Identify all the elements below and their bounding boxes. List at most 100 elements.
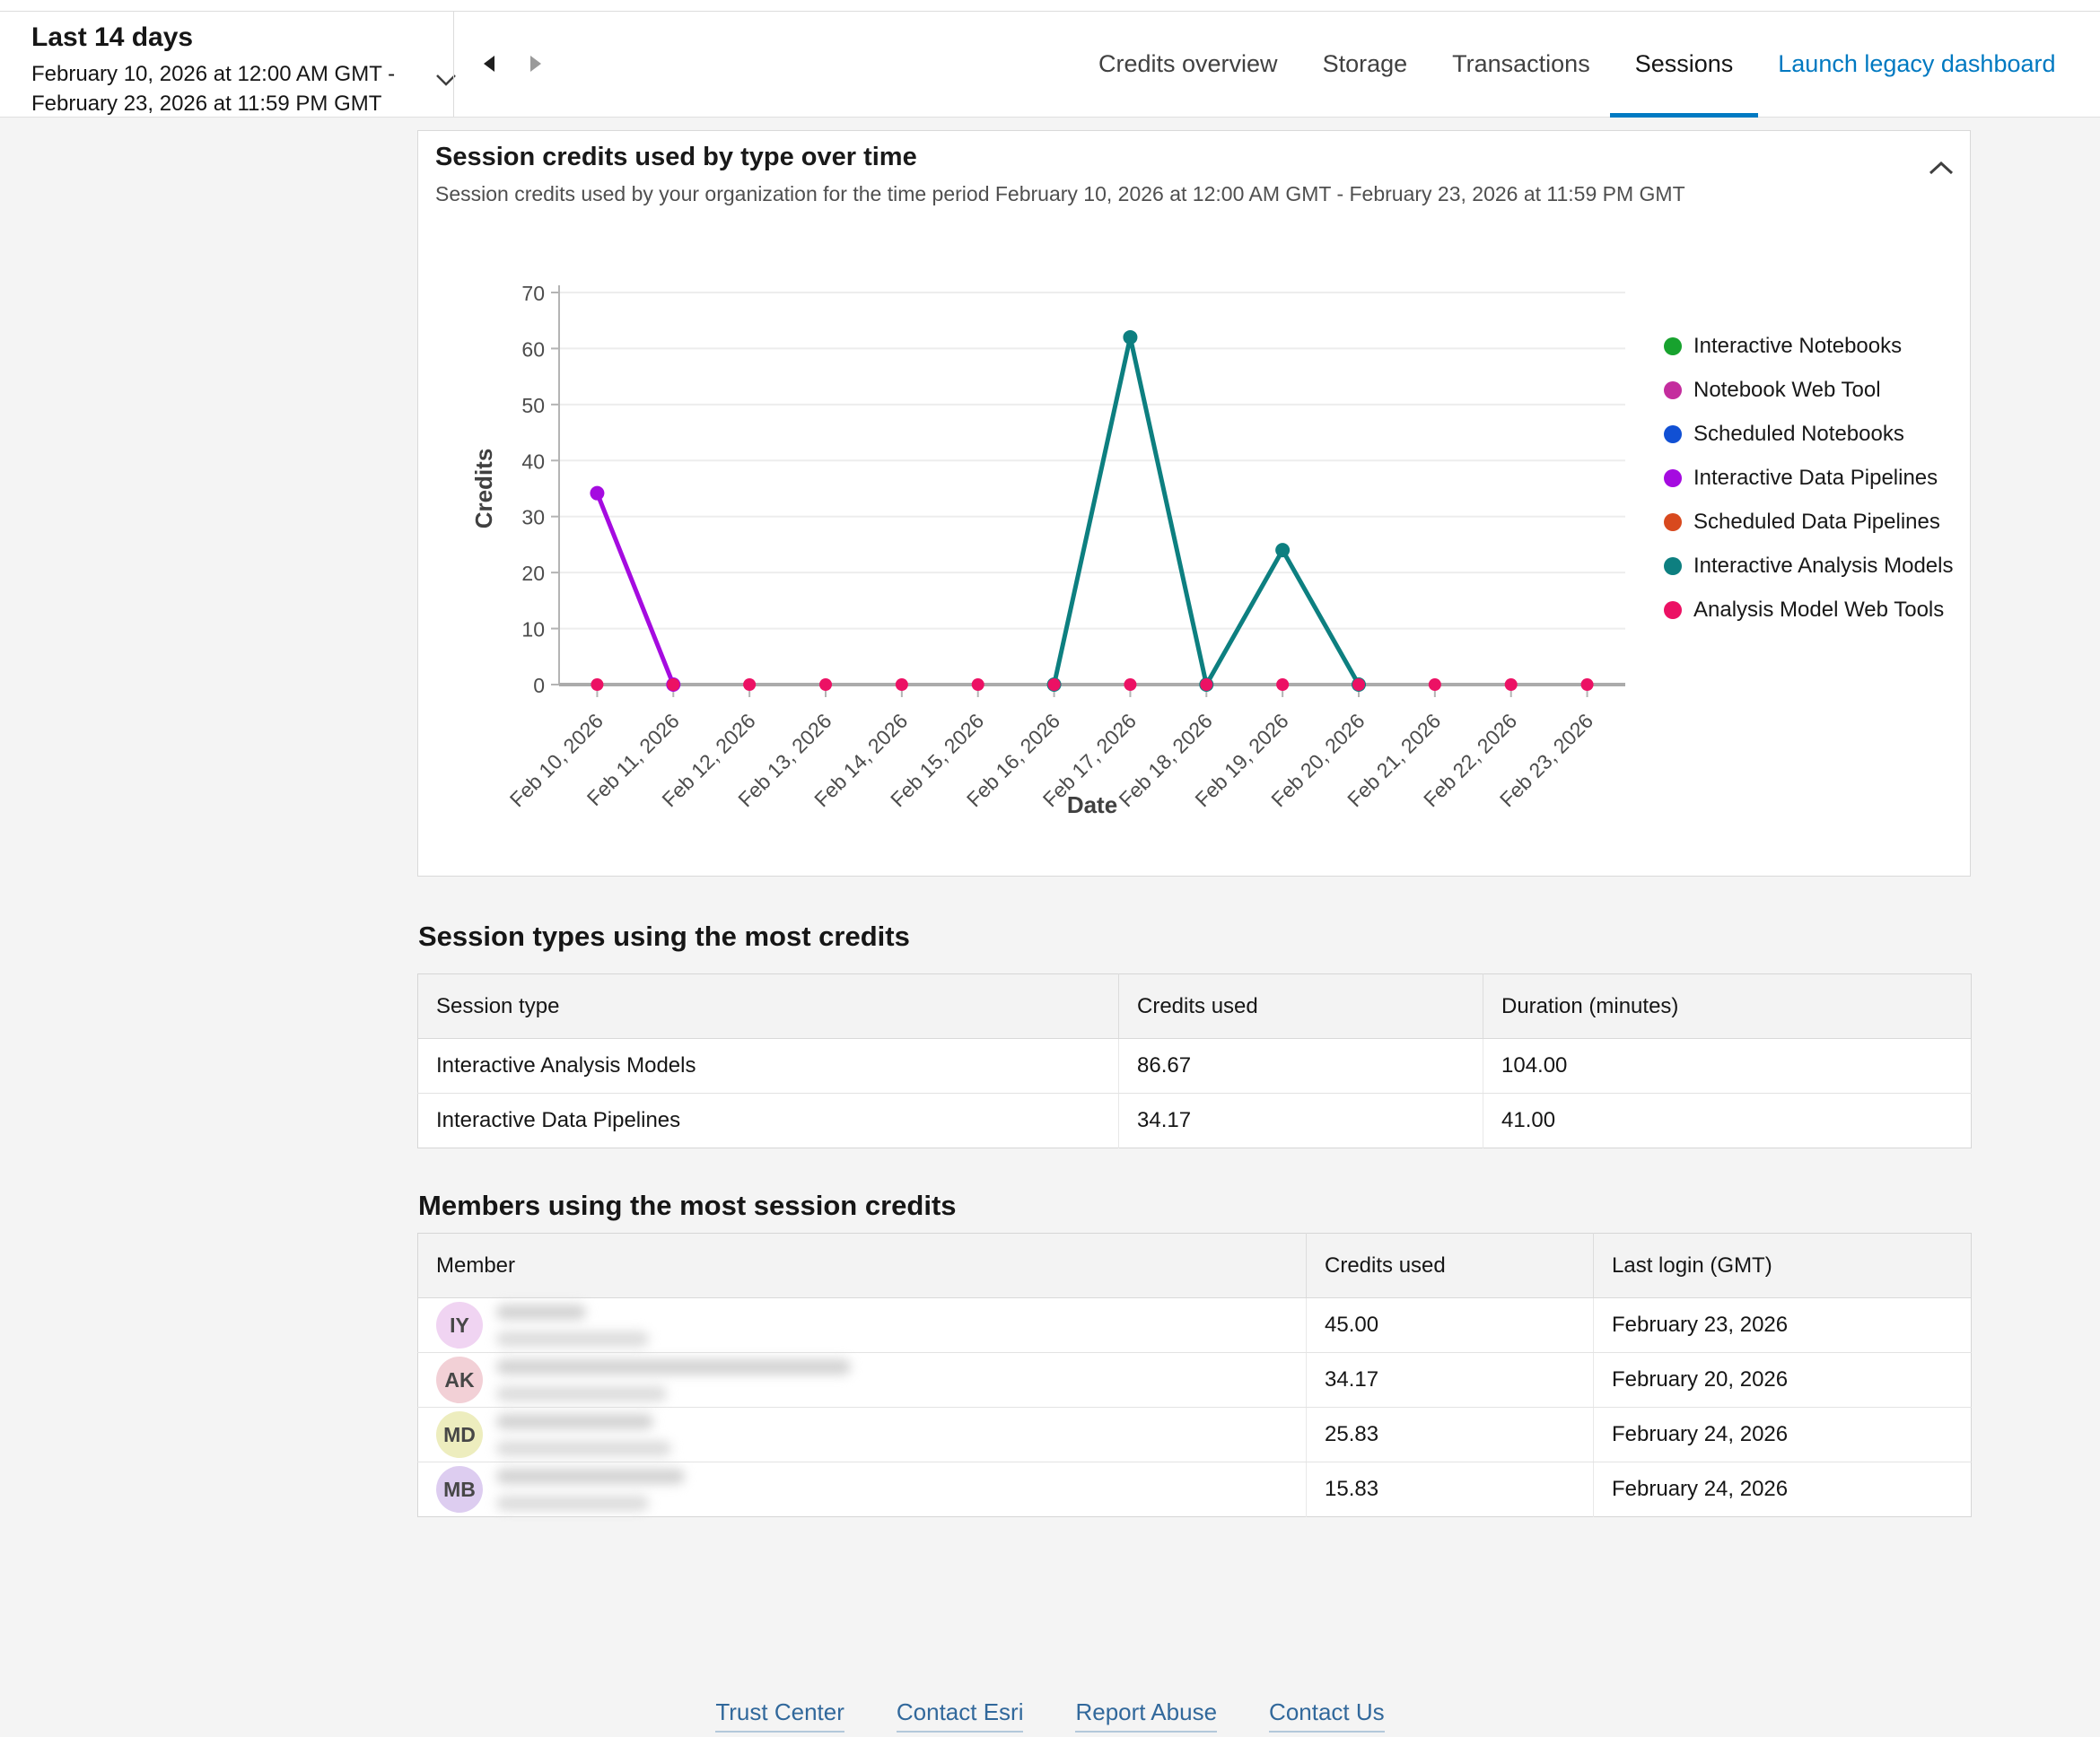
data-point[interactable] (1504, 678, 1518, 691)
table-header-row: Session type Credits used Duration (minu… (417, 973, 1972, 1039)
member-cell: AK (436, 1357, 1306, 1403)
legend-item[interactable]: Notebook Web Tool (1664, 377, 1964, 403)
session-type-cell: Interactive Data Pipelines (417, 1093, 1119, 1148)
date-range-dates: February 10, 2026 at 12:00 AM GMT - Febr… (31, 62, 396, 116)
contact-us-link[interactable]: Contact Us (1269, 1698, 1385, 1733)
tab-storage[interactable]: Storage (1322, 50, 1408, 77)
legend-item[interactable]: Scheduled Data Pipelines (1664, 509, 1964, 535)
caret-left-icon (483, 55, 495, 75)
tab-transactions[interactable]: Transactions (1452, 50, 1590, 77)
y-tick-label: 60 (521, 337, 545, 361)
chart-card-subtitle: Session credits used by your organizatio… (435, 182, 1685, 205)
avatar: MB (436, 1466, 483, 1513)
report-abuse-link[interactable]: Report Abuse (1075, 1698, 1218, 1733)
data-point[interactable] (667, 678, 680, 691)
legend-label: Interactive Data Pipelines (1693, 466, 1938, 490)
data-point[interactable] (1580, 678, 1594, 691)
date-range-label: Last 14 days (31, 22, 194, 52)
data-point[interactable] (1275, 543, 1291, 558)
legend-dot-icon (1664, 557, 1682, 575)
legend-label: Interactive Analysis Models (1693, 554, 1954, 578)
legend-item[interactable]: Interactive Data Pipelines (1664, 465, 1964, 491)
legend-dot-icon (1664, 425, 1682, 443)
session-types-table: Session type Credits used Duration (minu… (417, 973, 1972, 1148)
data-point[interactable] (1276, 678, 1290, 691)
column-header-last-login: Last login (GMT) (1593, 1233, 1972, 1298)
credits-used-cell: 15.83 (1306, 1462, 1594, 1517)
next-period-button[interactable] (515, 44, 556, 85)
chevron-down-icon (435, 74, 457, 91)
data-point[interactable] (971, 678, 984, 691)
y-tick-label: 70 (521, 282, 545, 305)
header-divider (453, 12, 454, 117)
date-range-picker[interactable]: Last 14 days February 10, 2026 at 12:00 … (31, 22, 457, 118)
chevron-up-icon (1929, 161, 1954, 178)
trust-center-link[interactable]: Trust Center (715, 1698, 844, 1733)
data-point[interactable] (1352, 678, 1365, 691)
data-point[interactable] (743, 678, 757, 691)
contact-esri-link[interactable]: Contact Esri (896, 1698, 1024, 1733)
legend-item[interactable]: Analysis Model Web Tools (1664, 597, 1964, 623)
credits-used-cell: 45.00 (1306, 1297, 1594, 1353)
dashboard-header: Last 14 days February 10, 2026 at 12:00 … (0, 11, 2100, 118)
legend-label: Notebook Web Tool (1693, 378, 1881, 402)
redacted-member-name (496, 1468, 685, 1511)
legend-dot-icon (1664, 601, 1682, 619)
last-login-cell: February 23, 2026 (1593, 1297, 1972, 1353)
collapse-card-button[interactable] (1919, 147, 1964, 192)
session-credits-chart-card: Session credits used by type over time S… (417, 130, 1971, 877)
legend-dot-icon (1664, 513, 1682, 531)
legend-dot-icon (1664, 469, 1682, 487)
legend-item[interactable]: Scheduled Notebooks (1664, 421, 1964, 447)
page-content: Session credits used by type over time S… (0, 118, 2100, 1737)
session-types-heading: Session types using the most credits (418, 921, 910, 952)
y-tick-label: 40 (521, 450, 545, 473)
redacted-member-name (496, 1358, 851, 1401)
legend-item[interactable]: Interactive Notebooks (1664, 333, 1964, 359)
legend-label: Scheduled Data Pipelines (1693, 510, 1940, 534)
column-header-credits-used: Credits used (1118, 973, 1483, 1039)
avatar: AK (436, 1357, 483, 1403)
x-axis-title: Date (1067, 791, 1117, 818)
y-tick-label: 50 (521, 394, 545, 417)
data-point[interactable] (1200, 678, 1213, 691)
y-tick-label: 10 (521, 618, 545, 642)
data-point[interactable] (1047, 678, 1061, 691)
data-point[interactable] (591, 678, 604, 691)
y-tick-label: 0 (533, 674, 545, 697)
y-tick-label: 30 (521, 506, 545, 529)
legend-dot-icon (1664, 337, 1682, 355)
series-line (594, 491, 676, 687)
member-row: IY 45.00 February 23, 2026 (417, 1297, 1972, 1353)
chart-card-title: Session credits used by type over time (435, 143, 917, 171)
last-login-cell: February 24, 2026 (1593, 1462, 1972, 1517)
data-point[interactable] (1124, 678, 1137, 691)
redacted-member-name (496, 1304, 649, 1347)
data-point[interactable] (1123, 329, 1138, 345)
redacted-member-name (496, 1413, 671, 1456)
data-point[interactable] (819, 678, 832, 691)
table-row: Interactive Data Pipelines 34.17 41.00 (417, 1093, 1972, 1148)
y-tick-label: 20 (521, 562, 545, 585)
member-cell: MD (436, 1411, 1306, 1458)
member-row: AK 34.17 February 20, 2026 (417, 1352, 1972, 1408)
legend-label: Scheduled Notebooks (1693, 422, 1904, 446)
table-row: Interactive Analysis Models 86.67 104.00 (417, 1038, 1972, 1094)
series-line (1052, 335, 1361, 687)
legend-dot-icon (1664, 381, 1682, 399)
launch-legacy-dashboard-link[interactable]: Launch legacy dashboard (1778, 50, 2056, 77)
legend-item[interactable]: Interactive Analysis Models (1664, 553, 1964, 579)
data-point[interactable] (590, 485, 605, 501)
caret-right-icon (529, 55, 542, 75)
member-cell: IY (436, 1302, 1306, 1349)
credits-used-cell: 34.17 (1306, 1352, 1594, 1408)
avatar: MD (436, 1411, 483, 1458)
previous-period-button[interactable] (468, 44, 510, 85)
tab-credits-overview[interactable]: Credits overview (1098, 50, 1278, 77)
data-point[interactable] (1428, 678, 1441, 691)
y-axis-title: Credits (470, 449, 497, 529)
data-point[interactable] (895, 678, 908, 691)
last-login-cell: February 24, 2026 (1593, 1407, 1972, 1462)
column-header-member: Member (417, 1233, 1307, 1298)
tab-sessions[interactable]: Sessions (1609, 12, 1758, 118)
